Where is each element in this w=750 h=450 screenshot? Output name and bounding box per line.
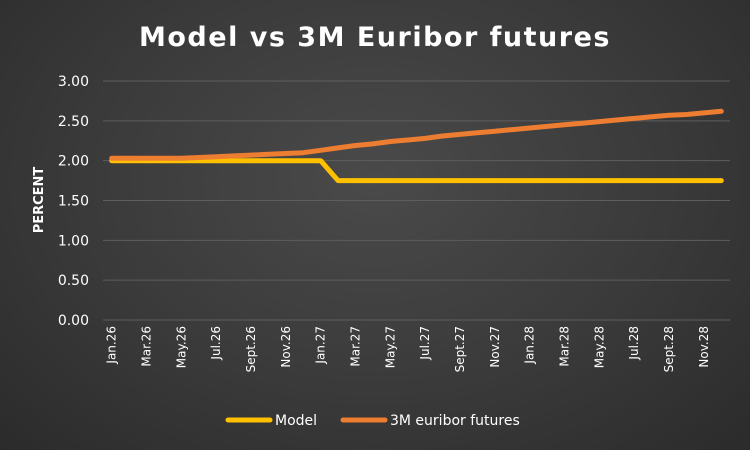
- x-tick-label: May.26: [174, 326, 188, 368]
- y-tick-label: 0.50: [58, 273, 89, 289]
- y-tick-label: 3.00: [58, 74, 89, 90]
- x-tick-label: Jan.27: [314, 326, 328, 365]
- x-tick-label: Jul.26: [209, 326, 223, 361]
- y-axis-ticks: 0.00 0.50 1.00 1.50 2.00 2.50 3.00: [58, 74, 89, 329]
- x-tick-label: Sept.26: [244, 326, 258, 372]
- series-line-0: [109, 158, 724, 184]
- series-lines: [109, 108, 724, 184]
- x-tick-label: May.28: [592, 326, 606, 368]
- x-tick-label: Mar.27: [349, 326, 363, 367]
- x-tick-label: Mar.28: [558, 326, 572, 367]
- x-tick-label: Jul.27: [418, 326, 432, 361]
- x-tick-label: Mar.26: [140, 326, 154, 367]
- legend-label: 3M euribor futures: [390, 413, 520, 429]
- legend-label: Model: [275, 413, 317, 429]
- x-axis-ticks: Jan.26 Mar.26 May.26 Jul.26 Sept.26 Nov.26 Jan…: [105, 326, 711, 372]
- y-tick-label: 2.00: [58, 154, 89, 170]
- x-tick-label: Jul.28: [627, 326, 641, 361]
- x-tick-label: Jan.26: [105, 326, 119, 365]
- x-tick-label: Sept.27: [453, 326, 467, 372]
- y-axis-label: PERCENT: [32, 167, 47, 234]
- x-tick-label: Nov.26: [279, 326, 293, 368]
- y-tick-label: 1.50: [58, 194, 89, 210]
- chart-title: Model vs 3M Euribor futures: [139, 22, 611, 53]
- x-tick-label: May.27: [383, 326, 397, 368]
- legend: Model 3M euribor futures: [225, 413, 520, 429]
- y-tick-label: 1.00: [58, 233, 89, 249]
- series-line-1: [109, 108, 724, 161]
- x-tick-label: Nov.28: [697, 326, 711, 368]
- y-tick-label: 2.50: [58, 114, 89, 130]
- y-tick-label: 0.00: [58, 313, 89, 329]
- x-tick-label: Sept.28: [662, 326, 676, 372]
- x-tick-label: Nov.27: [488, 326, 502, 368]
- x-tick-label: Jan.28: [523, 326, 537, 365]
